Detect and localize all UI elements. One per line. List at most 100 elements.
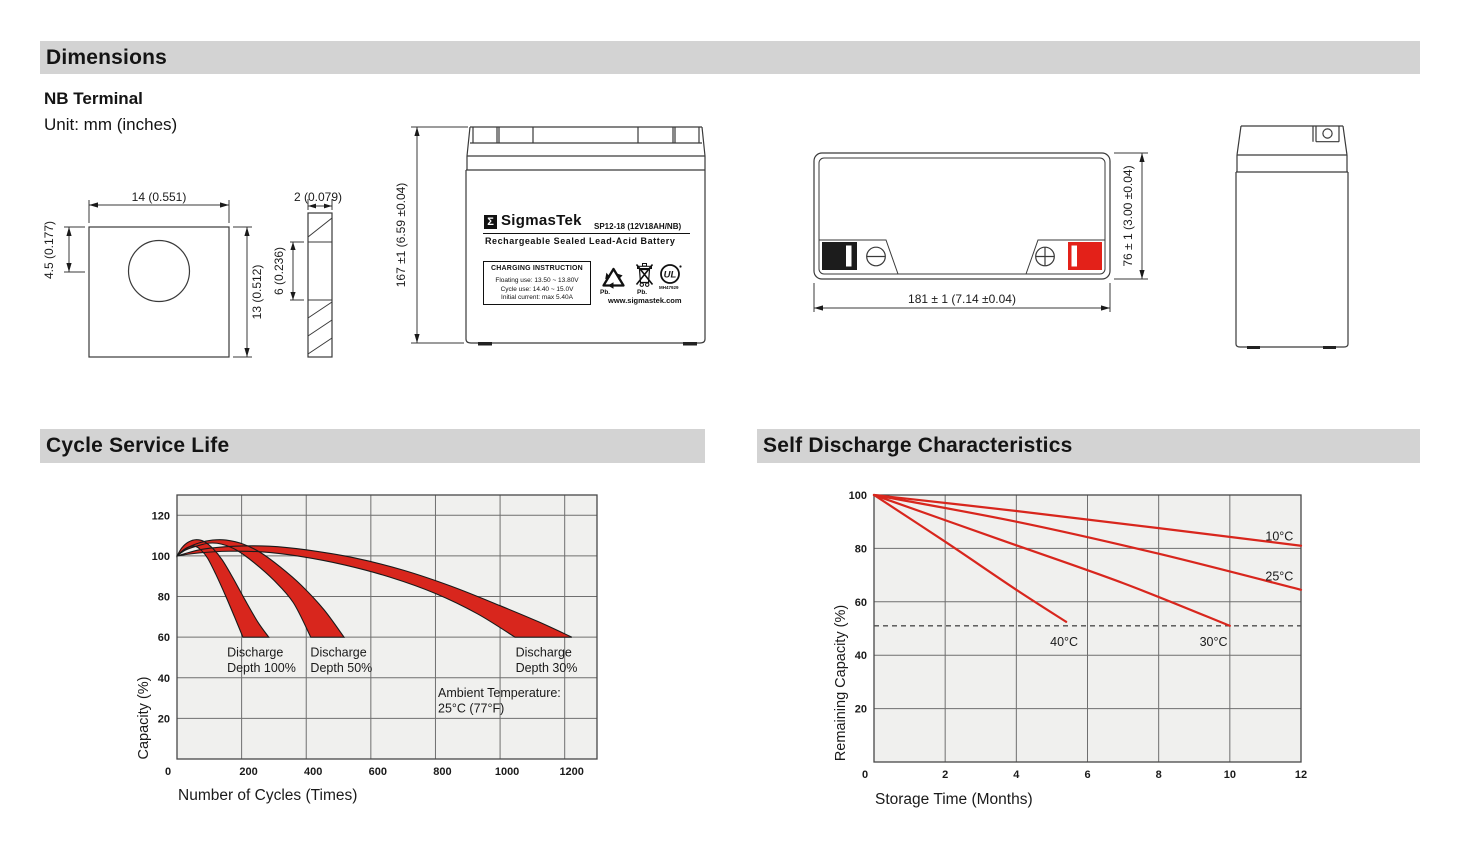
annotation: Depth 50% [310, 661, 372, 675]
label-divider [483, 233, 690, 234]
x-tick-label: 12 [1295, 769, 1307, 781]
y-tick-label: 120 [152, 510, 170, 522]
band-discharge-depth-50- [177, 539, 345, 638]
cycle-life-title: Cycle Service Life [46, 434, 230, 457]
dim-terminal-hole-height: 6 (0.236) [272, 247, 286, 295]
x-tick-label: 8 [1156, 769, 1162, 781]
series-label: 40°C [1050, 635, 1078, 649]
series-line-40c [872, 493, 1068, 623]
series-label: 25°C [1265, 569, 1293, 583]
self-discharge-chart: 10°C 25°C 30°C 40°C 0 2 4 6 8 10 12 20 40 60 80 100 Stor… [833, 490, 1307, 808]
y-tick-label: 40 [855, 650, 867, 662]
dim-terminal-width: 14 (0.551) [132, 190, 187, 204]
y-tick-label: 100 [152, 551, 170, 563]
y-tick-label: 40 [158, 673, 170, 685]
x-tick-label: 2 [942, 769, 948, 781]
dimensions-header-band: Dimensions [40, 41, 1420, 74]
dimensions-title: Dimensions [46, 45, 168, 69]
battery-front-drawing: 167 ±1 (6.59 ±0.04) [394, 126, 706, 346]
x-tick-label: 200 [239, 766, 257, 778]
cycle-life-chart: Discharge Depth 100% Discharge Depth 50% Dis… [136, 494, 598, 804]
battery-foot [478, 342, 492, 346]
terminal-plate-front [88, 226, 230, 358]
y-tick-label: 20 [855, 704, 867, 716]
x-tick-label: 400 [304, 766, 322, 778]
band-discharge-depth-30- [177, 545, 572, 638]
x-tick-label: 0 [862, 769, 868, 781]
annotation: Discharge [310, 645, 366, 659]
series-line-10c [872, 493, 1303, 547]
brand-name: SigmasTek [501, 212, 582, 229]
pb-recycle-label: Pb. [600, 289, 611, 296]
battery-foot [1247, 346, 1260, 349]
series-label: 30°C [1200, 635, 1228, 649]
sigma-logo: Σ [484, 215, 497, 229]
terminal-blocks [472, 127, 700, 143]
dim-terminal-thickness: 2 (0.079) [294, 190, 342, 204]
battery-label: Σ SigmasTek SP12-18 (12V18AH/NB) Recharg… [482, 205, 694, 310]
dim-battery-length: 181 ± 1 (7.14 ±0.04) [908, 292, 1016, 306]
dim-terminal-hole-offset: 4.5 (0.177) [42, 221, 56, 279]
dim-battery-height: 167 ±1 (6.59 ±0.04) [394, 183, 408, 288]
x-tick-label: 4 [1013, 769, 1020, 781]
pb-bin-label: Pb. [637, 289, 648, 296]
annotation: Discharge [516, 645, 572, 659]
y-tick-label: 60 [158, 632, 170, 644]
terminal-plate-side [307, 212, 333, 358]
annotation: Depth 30% [516, 661, 578, 675]
dim-terminal-height: 13 (0.512) [250, 265, 264, 320]
x-axis-title: Storage Time (Months) [875, 791, 1033, 808]
band-outline [176, 545, 573, 638]
charging-line-1: Floating use: 13.50 ~ 13.80V [495, 277, 579, 284]
charging-title: CHARGING INSTRUCTION [491, 265, 583, 272]
y-axis-title: Remaining Capacity (%) [833, 605, 849, 761]
terminal-hole [127, 239, 191, 303]
plot-border [176, 494, 598, 760]
y-tick-label: 60 [855, 597, 867, 609]
unit-label: Unit: mm (inches) [44, 115, 178, 134]
side-terminal [1322, 128, 1333, 139]
svg-text:UL: UL [664, 270, 677, 281]
battery-type-text: Rechargeable Sealed Lead-Acid Battery [485, 236, 676, 246]
x-tick-label: 600 [369, 766, 387, 778]
x-axis-title: Number of Cycles (Times) [178, 787, 357, 804]
dim-battery-width: 76 ± 1 (3.00 ±0.04) [1121, 165, 1135, 266]
charging-line-3: Initial current: max 5.40A [501, 294, 573, 301]
model-number: SP12-18 (12V18AH/NB) [594, 222, 682, 231]
series-label: 10°C [1265, 529, 1293, 543]
trash-bin-pb-icon [635, 263, 654, 287]
self-discharge-title: Self Discharge Characteristics [763, 434, 1073, 457]
plot-border [873, 494, 1302, 763]
self-discharge-header-band: Self Discharge Characteristics [757, 429, 1420, 463]
y-axis-title: Capacity (%) [136, 677, 152, 760]
charging-line-2: Cycle use: 14.40 ~ 15.0V [500, 285, 574, 293]
x-tick-label: 1200 [559, 766, 583, 778]
annotation: 25°C (77°F) [438, 701, 504, 715]
terminal-detail-drawing: 14 (0.551) 4.5 (0.177) 13 (0.512) 2 (0.0… [42, 190, 342, 358]
series-line-25c [872, 493, 1303, 591]
x-tick-label: 0 [165, 766, 171, 778]
cycle-life-header-band: Cycle Service Life [40, 429, 705, 463]
charging-instruction-box: CHARGING INSTRUCTION Floating use: 13.50… [483, 261, 591, 305]
annotation: Discharge [227, 645, 283, 659]
ul-mark-icon: UL [660, 264, 682, 284]
website-url: www.sigmastek.com [608, 296, 682, 305]
battery-foot [1323, 346, 1336, 349]
series-line-30c [872, 493, 1231, 627]
battery-side-drawing [1235, 125, 1349, 349]
x-tick-label: 800 [433, 766, 451, 778]
recycle-pb-icon [602, 267, 625, 289]
y-tick-label: 80 [158, 592, 170, 604]
x-tick-label: 6 [1084, 769, 1090, 781]
negative-terminal [822, 242, 857, 270]
ul-file-number: MH47929 [659, 285, 679, 290]
annotation: Depth 100% [227, 661, 296, 675]
hatching [307, 217, 333, 355]
x-tick-label: 1000 [495, 766, 519, 778]
y-tick-label: 100 [849, 490, 867, 502]
terminal-type-title: NB Terminal [44, 89, 143, 108]
battery-top-drawing: 181 ± 1 (7.14 ±0.04) 76 ± 1 (3.00 ±0.04) [813, 152, 1148, 312]
y-tick-label: 20 [158, 713, 170, 725]
band-outline [176, 539, 346, 638]
